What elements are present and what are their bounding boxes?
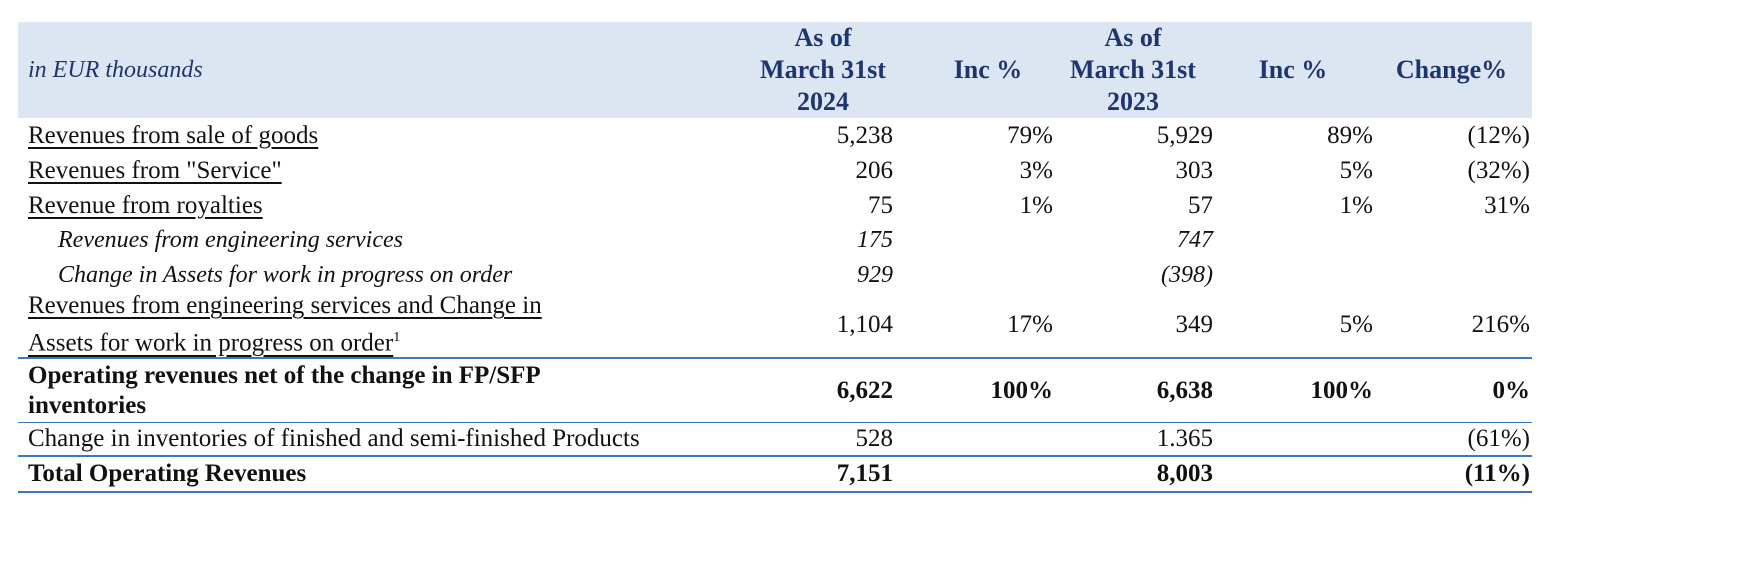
inc-2023: 89% [1327, 121, 1373, 149]
table-row-sub: Revenues from engineering services 175 7… [18, 223, 1532, 258]
value-2023: 747 [1177, 227, 1213, 253]
footnote-marker: 1 [393, 330, 401, 346]
table-row: Revenue from royalties 75 1% 57 1% 31% [18, 188, 1532, 223]
value-2023: 5,929 [1156, 121, 1213, 149]
table-row: Revenues from engineering services and C… [18, 292, 1532, 357]
value-2024: 5,238 [836, 121, 893, 149]
table-row: Revenues from sale of goods 5,238 79% 5,… [18, 118, 1532, 153]
inc-2024: 3% [1019, 156, 1053, 184]
row-label: Revenues from engineering services [58, 227, 403, 253]
change: (32%) [1467, 156, 1530, 184]
value-2024: 929 [857, 262, 893, 288]
row-label: Change in Assets for work in progress on… [58, 262, 513, 288]
inc-2024: 79% [1007, 121, 1053, 149]
value-2024: 6,622 [836, 376, 893, 404]
value-2023: 1.365 [1156, 425, 1213, 452]
row-label-line2: Assets for work in progress on order [28, 329, 394, 357]
inc-2024: 1% [1019, 191, 1053, 219]
table-row-operating-revenues: Operating revenues net of the change in … [18, 357, 1532, 423]
revenue-table: in EUR thousands As of March 31st 2024 I… [18, 22, 1532, 493]
header-inc-2023: Inc % [1258, 55, 1328, 84]
change: (61%) [1467, 425, 1530, 452]
row-label-line1: Revenues from engineering services and C… [28, 292, 542, 320]
unit-label: in EUR thousands [28, 57, 203, 83]
value-2023: 8,003 [1156, 460, 1213, 487]
value-2024: 7,151 [836, 460, 893, 487]
inc-2023: 1% [1339, 191, 1373, 219]
row-label-line1: Operating revenues net of the change in … [28, 361, 541, 389]
header-change: Change% [1395, 55, 1508, 84]
value-2024: 206 [855, 156, 894, 184]
header-inc-2024: Inc % [953, 55, 1023, 84]
table-header: in EUR thousands As of March 31st 2024 I… [18, 22, 1532, 118]
change: 31% [1484, 191, 1530, 219]
value-2023: 349 [1175, 311, 1214, 338]
table-row: Revenues from "Service" 206 3% 303 5% (3… [18, 153, 1532, 188]
change: (11%) [1464, 460, 1530, 487]
row-label: Revenues from "Service" [28, 156, 282, 184]
row-label: Change in inventories of finished and se… [28, 425, 640, 452]
value-2023: 57 [1188, 191, 1213, 219]
change: (12%) [1467, 121, 1530, 149]
table-row: Change in inventories of finished and se… [18, 423, 1532, 457]
value-2024: 1,104 [836, 311, 893, 338]
row-label: Revenue from royalties [28, 191, 263, 219]
change: 216% [1471, 311, 1530, 338]
change: 0% [1492, 376, 1531, 404]
value-2024: 175 [857, 227, 893, 253]
header-2023: As of March 31st 2023 [1070, 23, 1196, 116]
row-label: Revenues from sale of goods [28, 121, 319, 149]
row-label: Total Operating Revenues [28, 460, 307, 487]
inc-2023: 5% [1339, 311, 1373, 338]
value-2023: 6,638 [1156, 376, 1213, 404]
value-2023: (398) [1161, 262, 1213, 288]
inc-2023: 5% [1339, 156, 1373, 184]
inc-2024: 100% [990, 376, 1054, 404]
header-2024: As of March 31st 2024 [760, 23, 886, 116]
inc-2024: 17% [1007, 311, 1053, 338]
inc-2023: 100% [1310, 376, 1374, 404]
table-row-sub: Change in Assets for work in progress on… [18, 258, 1532, 293]
value-2023: 303 [1175, 156, 1214, 184]
row-label-line2: inventories [28, 391, 147, 419]
value-2024: 528 [855, 425, 894, 452]
table-row-total: Total Operating Revenues 7,151 8,003 (11… [18, 457, 1532, 493]
value-2024: 75 [868, 191, 893, 219]
